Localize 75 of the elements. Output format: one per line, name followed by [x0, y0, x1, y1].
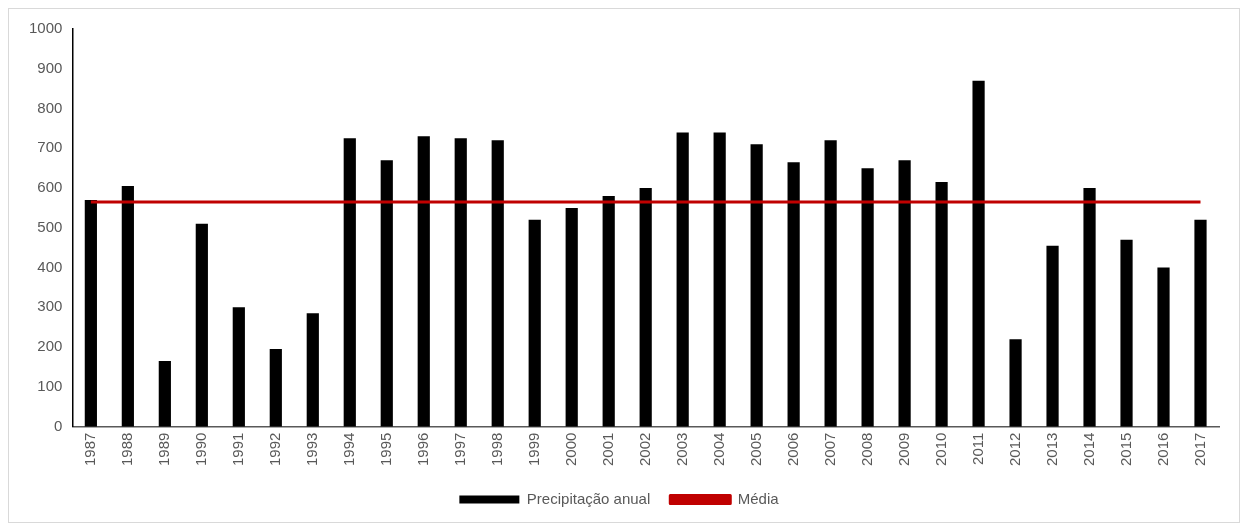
- x-tick-label: 2007: [820, 432, 838, 467]
- x-tick-label: 2013: [1042, 432, 1060, 467]
- x-tick-label: 1988: [117, 432, 135, 467]
- x-tick-label: 1989: [154, 432, 172, 467]
- y-tick-label: 300: [37, 297, 63, 315]
- x-tick-label: 2016: [1153, 432, 1171, 467]
- y-tick-label: 500: [37, 217, 63, 235]
- x-tick-label: 2017: [1190, 432, 1208, 467]
- bar: [602, 196, 615, 427]
- x-tick-label: 1996: [413, 432, 431, 467]
- y-tick-label: 100: [37, 377, 63, 395]
- bar: [306, 313, 319, 427]
- bar: [1046, 245, 1059, 427]
- x-tick-label: 1997: [450, 432, 468, 467]
- x-tick-label: 1993: [302, 432, 320, 467]
- bar: [1157, 267, 1170, 427]
- bar: [935, 182, 948, 427]
- legend-label: Precipitação anual: [526, 489, 651, 507]
- x-tick-label: 2009: [894, 432, 912, 467]
- x-tick-label: 1994: [339, 432, 357, 467]
- x-tick-label: 2001: [598, 432, 616, 467]
- bar: [1194, 219, 1207, 427]
- bar: [232, 307, 245, 427]
- y-tick-label: 700: [37, 138, 63, 156]
- bar: [787, 162, 800, 427]
- bar: [676, 132, 689, 427]
- x-tick-label: 2000: [561, 432, 579, 467]
- bar: [639, 188, 652, 427]
- y-tick-label: 400: [37, 257, 63, 275]
- y-tick-label: 1000: [28, 19, 63, 37]
- x-tick-label: 1991: [228, 432, 246, 467]
- bar: [1120, 239, 1133, 427]
- y-tick-label: 900: [37, 58, 63, 76]
- bar: [195, 223, 208, 427]
- bar: [269, 349, 282, 427]
- x-tick-label: 1987: [81, 432, 98, 467]
- bar: [1009, 339, 1022, 427]
- x-tick-label: 2004: [709, 432, 727, 467]
- bar: [380, 160, 393, 427]
- x-tick-label: 1995: [376, 432, 394, 467]
- y-tick-label: 600: [37, 178, 63, 196]
- y-tick-label: 800: [37, 98, 63, 116]
- x-tick-label: 2012: [1005, 432, 1023, 467]
- x-tick-label: 1990: [191, 432, 209, 467]
- bar: [972, 80, 985, 427]
- x-tick-label: 2011: [968, 432, 986, 465]
- x-tick-label: 2002: [635, 432, 653, 467]
- bar: [1083, 188, 1096, 427]
- y-tick-label: 0: [54, 416, 63, 434]
- bar: [898, 160, 911, 427]
- y-tick-label: 200: [37, 337, 63, 355]
- bar: [861, 168, 874, 427]
- x-tick-label: 2008: [857, 432, 875, 467]
- bar: [343, 138, 356, 427]
- bar: [84, 199, 97, 427]
- bar: [121, 186, 134, 427]
- x-tick-label: 2015: [1116, 432, 1134, 467]
- x-tick-label: 1992: [265, 432, 283, 467]
- bar: [713, 132, 726, 427]
- x-tick-label: 2005: [746, 432, 764, 467]
- bar: [824, 140, 837, 427]
- legend-label: Média: [737, 489, 780, 507]
- bar: [158, 361, 171, 427]
- bar: [528, 219, 541, 427]
- bar: [565, 207, 578, 427]
- x-tick-label: 2014: [1079, 432, 1097, 467]
- x-tick-label: 2010: [931, 432, 949, 467]
- bar: [417, 136, 430, 427]
- x-tick-label: 1998: [487, 432, 505, 467]
- bar: [454, 138, 467, 427]
- x-tick-label: 2003: [672, 432, 690, 467]
- bar: [750, 144, 763, 427]
- bar: [491, 140, 504, 427]
- x-tick-label: 1999: [524, 432, 542, 467]
- x-tick-label: 2006: [783, 432, 801, 467]
